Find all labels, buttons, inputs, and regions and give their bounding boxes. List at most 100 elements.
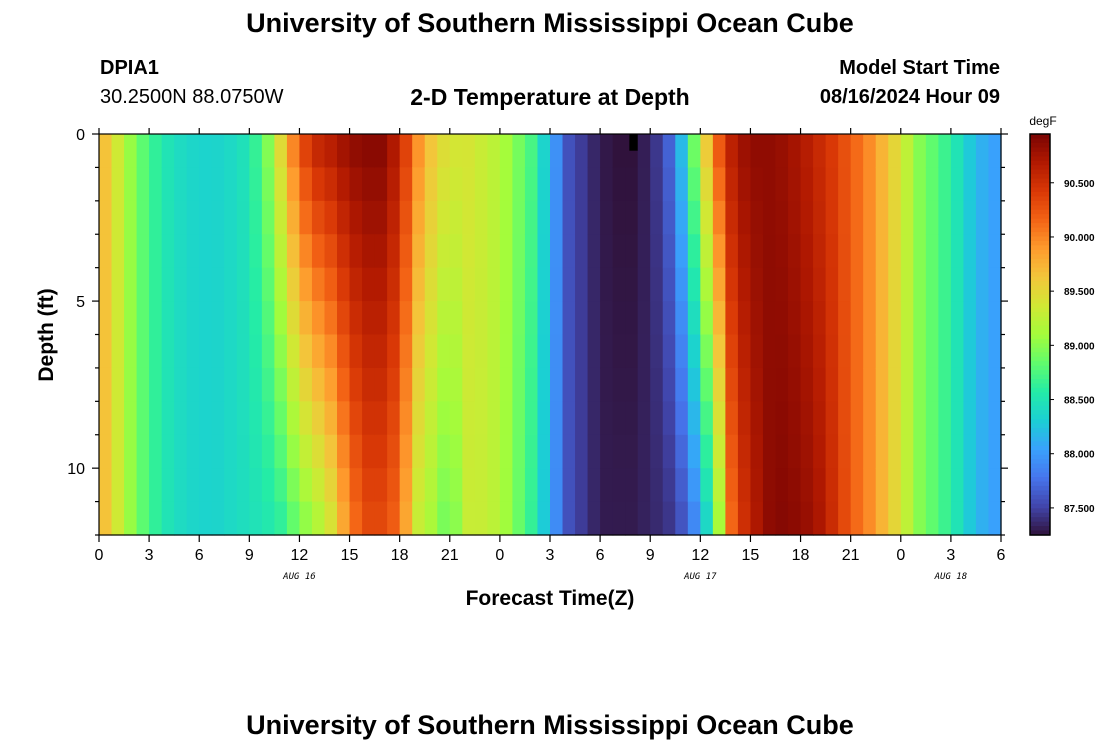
heatmap-cell — [387, 434, 401, 469]
heatmap-cell — [863, 501, 877, 536]
heatmap-cell — [800, 468, 814, 503]
heatmap-cell — [687, 267, 701, 302]
x-tick-label: 6 — [195, 547, 204, 564]
heatmap-cell — [938, 367, 952, 402]
heatmap-cell — [650, 167, 664, 202]
heatmap-cell — [562, 234, 576, 269]
heatmap-cell — [637, 434, 651, 469]
heatmap-cell — [462, 334, 476, 369]
heatmap-cell — [499, 234, 514, 269]
heatmap-cell — [537, 334, 551, 369]
heatmap-cell — [424, 468, 438, 503]
heatmap-cell — [850, 234, 864, 269]
heatmap-cell — [211, 167, 225, 202]
heatmap-cell — [662, 234, 676, 269]
heatmap-cell — [111, 234, 125, 269]
heatmap-cell — [950, 501, 965, 536]
heatmap-cell — [637, 267, 651, 302]
heatmap-cell — [261, 468, 275, 503]
station-id: DPIA1 — [100, 57, 159, 79]
heatmap-cell — [975, 334, 990, 369]
heatmap-cell — [600, 134, 614, 169]
colorbar-segment — [1030, 249, 1050, 255]
heatmap-cell — [487, 434, 501, 469]
heatmap-cell — [600, 301, 614, 336]
heatmap-cell — [712, 334, 726, 369]
heatmap-cell — [625, 501, 639, 536]
heatmap-cell — [261, 434, 275, 469]
heatmap-cell — [888, 468, 902, 503]
colorbar-label: 89.000 — [1064, 341, 1095, 352]
colorbar-segment — [1030, 499, 1050, 505]
heatmap-cell — [399, 167, 413, 202]
heatmap-cell — [161, 200, 175, 235]
heatmap-cell — [575, 334, 589, 369]
heatmap-cell — [938, 501, 952, 536]
colorbar-segment — [1030, 142, 1050, 148]
heatmap-cell — [512, 434, 526, 469]
heatmap-cell — [249, 267, 263, 302]
heatmap-cell — [913, 200, 927, 235]
heatmap-cell — [261, 367, 275, 402]
heatmap-cell — [950, 468, 965, 503]
heatmap-cell — [800, 501, 814, 536]
heatmap-cell — [788, 367, 802, 402]
heatmap-cell — [875, 234, 889, 269]
heatmap-cell — [675, 468, 689, 503]
heatmap-cell — [149, 200, 163, 235]
colorbar-segment — [1030, 338, 1050, 345]
heatmap-cell — [286, 167, 301, 202]
heatmap-cell — [712, 401, 726, 436]
heatmap-cell — [875, 367, 889, 402]
heatmap-cell — [487, 334, 501, 369]
page-title: University of Southern Mississippi Ocean… — [246, 8, 854, 38]
heatmap-cell — [750, 468, 764, 503]
heatmap-cell — [424, 401, 438, 436]
heatmap-cell — [374, 134, 388, 169]
heatmap-cell — [249, 200, 263, 235]
heatmap-cell — [550, 468, 564, 503]
heatmap-cell — [449, 334, 463, 369]
colorbar-segment — [1030, 503, 1050, 509]
colorbar-segment — [1030, 263, 1050, 269]
heatmap-cell — [111, 401, 125, 436]
heatmap-cell — [437, 134, 451, 169]
heatmap-cell — [650, 501, 664, 536]
heatmap-cell — [174, 167, 188, 202]
heatmap-cell — [775, 434, 789, 469]
heatmap-cell — [362, 334, 376, 369]
heatmap-cell — [99, 334, 113, 369]
heatmap-cell — [600, 501, 614, 536]
heatmap-cell — [625, 301, 639, 336]
heatmap-cell — [662, 267, 676, 302]
heatmap-cell — [888, 501, 902, 536]
heatmap-cell — [286, 434, 301, 469]
heatmap-cell — [324, 200, 338, 235]
colorbar-segment — [1030, 454, 1050, 460]
heatmap-cell — [650, 334, 664, 369]
heatmap-cell — [612, 167, 626, 202]
colorbar: 90.500 90.000 89.500 89.000 88.500 88.000 87.5… — [1029, 133, 1095, 536]
heatmap-cell — [662, 401, 676, 436]
x-tick-label: 15 — [742, 547, 760, 564]
heatmap-cell — [625, 267, 639, 302]
heatmap-cell — [337, 367, 351, 402]
colorbar-segment — [1030, 530, 1050, 536]
heatmap-cell — [524, 367, 539, 402]
heatmap-cell — [762, 501, 777, 536]
heatmap-cell — [800, 167, 814, 202]
heatmap-cell — [437, 434, 451, 469]
y-tick-label: 5 — [76, 294, 85, 311]
heatmap-cell — [575, 434, 589, 469]
heatmap-cell — [374, 501, 388, 536]
heatmap-cell — [124, 501, 138, 536]
heatmap-cell — [299, 501, 313, 536]
colorbar-segment — [1030, 214, 1050, 220]
colorbar-segment — [1030, 383, 1050, 389]
heatmap-cell — [775, 367, 789, 402]
heatmap-cell — [637, 301, 651, 336]
heatmap-cell — [261, 234, 275, 269]
heatmap-cell — [124, 234, 138, 269]
heatmap-cell — [875, 401, 889, 436]
heatmap-cell — [637, 134, 651, 169]
